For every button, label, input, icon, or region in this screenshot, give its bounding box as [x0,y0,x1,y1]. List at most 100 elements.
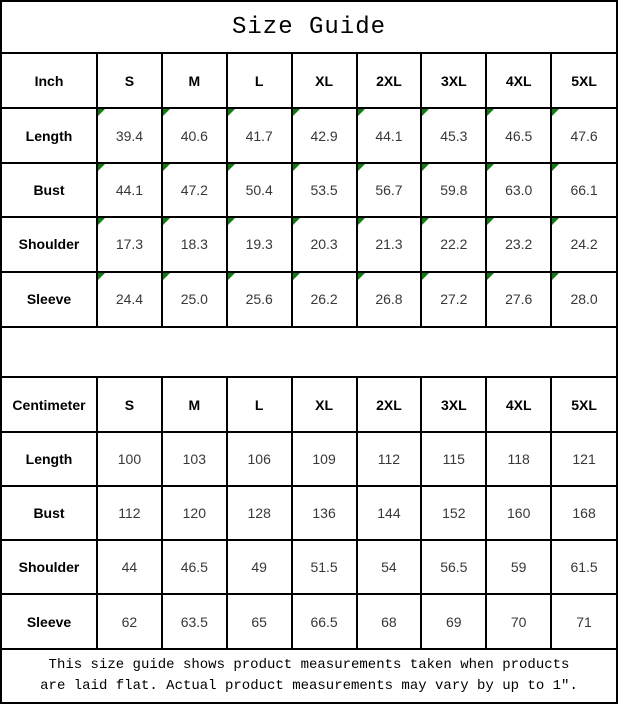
cell-value: 53.5 [310,181,338,198]
green-triangle-icon [357,218,365,226]
measure-value-cell: 44.1 [96,161,163,219]
table-row: Length 100 103 106 109 112 115 118 121 [1,431,617,487]
table-header-row: Inch S M L XL 2XL 3XL 4XL 5XL [1,52,617,110]
green-triangle-icon [227,109,235,117]
measure-value-cell: 24.2 [550,216,617,273]
green-triangle-icon [487,163,495,171]
table-row: Bust 112 120 128 136 144 152 160 168 [1,485,617,541]
green-triangle-icon [162,272,170,280]
cell-value: 40.6 [180,127,208,144]
cell-value: 144 [377,505,401,521]
green-triangle-icon [422,109,430,117]
measure-value-cell: 120 [160,485,228,541]
page-title: Size Guide [2,2,616,54]
cell-value: 42.9 [310,127,338,144]
cell-value: 56.7 [375,181,403,198]
measure-value-cell: 168 [550,485,617,541]
measure-value-cell: 136 [290,485,358,541]
measure-label-cell: Sleeve [1,270,98,328]
footer-note: This size guide shows product measuremen… [2,648,616,702]
measure-value-cell: 23.2 [485,216,553,273]
cell-value: 39.4 [115,127,144,144]
cell-value: 41.7 [245,127,273,144]
green-triangle-icon [227,272,235,280]
footer-line-2: are laid flat. Actual product measuremen… [40,678,578,694]
cell-value: 44 [121,559,138,575]
cell-value: 49 [251,559,267,575]
table-row: Sleeve 24.4 25.0 25.6 26.2 26.8 27.2 27.… [1,270,617,328]
green-triangle-icon [98,109,105,117]
measure-value-cell: 160 [485,485,553,541]
green-triangle-icon [552,218,560,226]
measure-value-cell: 66.1 [550,161,617,219]
measure-value-cell: 59.8 [420,161,488,219]
cell-value: 51.5 [310,559,338,575]
measure-value-cell: 66.5 [290,593,358,649]
green-triangle-icon [552,272,560,280]
green-triangle-icon [227,218,235,226]
cell-value: 26.2 [310,291,338,308]
measure-value-cell: 65 [225,593,293,649]
measure-value-cell: 62 [96,593,163,649]
measure-value-cell: 115 [420,431,488,487]
cell-value: 47.2 [180,181,208,198]
size-header-cell: 3XL [420,377,488,433]
green-triangle-icon [162,109,170,117]
green-triangle-icon [422,272,430,280]
measure-value-cell: 56.5 [420,539,488,595]
cell-value: 69 [446,613,462,630]
inch-table: Inch S M L XL 2XL 3XL 4XL 5XL Length 39.… [1,52,617,328]
cell-value: 59.8 [440,181,468,198]
cell-value: 59 [510,559,527,575]
cell-value: 63.5 [180,613,208,630]
measure-value-cell: 69 [420,593,488,649]
cell-value: 27.2 [440,291,468,308]
measure-value-cell: 27.6 [485,270,553,328]
green-triangle-icon [422,163,430,171]
section-divider [2,326,616,378]
cell-value: 22.2 [440,236,468,253]
measure-value-cell: 103 [160,431,228,487]
cell-value: 18.3 [180,236,208,253]
cell-value: 21.3 [375,236,403,253]
size-header-cell: M [160,377,228,433]
size-header-cell: 4XL [485,377,553,433]
measure-value-cell: 47.2 [160,161,228,219]
measure-value-cell: 53.5 [290,161,358,219]
cell-value: 45.3 [440,127,468,144]
measure-value-cell: 56.7 [355,161,423,219]
measure-value-cell: 68 [355,593,423,649]
measure-value-cell: 24.4 [96,270,163,328]
cell-value: 70 [510,613,527,630]
table-row: Bust 44.1 47.2 50.4 53.5 56.7 59.8 63.0 … [1,161,617,219]
cell-value: 27.6 [505,291,533,308]
cell-value: 121 [572,451,596,467]
table-row: Shoulder 17.3 18.3 19.3 20.3 21.3 22.2 2… [1,216,617,273]
green-triangle-icon [487,218,495,226]
cell-value: 115 [442,451,465,467]
cell-value: 63.0 [505,181,533,198]
cell-value: 66.5 [310,613,338,630]
measure-value-cell: 128 [225,485,293,541]
green-triangle-icon [98,272,105,280]
measure-value-cell: 21.3 [355,216,423,273]
measure-value-cell: 144 [355,485,423,541]
measure-value-cell: 46.5 [160,539,228,595]
measure-label-cell: Shoulder [1,539,98,595]
measure-value-cell: 26.2 [290,270,358,328]
table-header-row: Centimeter S M L XL 2XL 3XL 4XL 5XL [1,377,617,433]
table-row: Length 39.4 40.6 41.7 42.9 44.1 45.3 46.… [1,107,617,164]
measure-value-cell: 25.6 [225,270,293,328]
measure-label-cell: Bust [1,485,98,541]
measure-value-cell: 40.6 [160,107,228,164]
cell-value: 44.1 [375,127,403,144]
measure-label-cell: Sleeve [1,593,98,649]
size-header-cell: 2XL [355,377,423,433]
cell-value: 17.3 [115,236,144,253]
cell-value: 106 [247,451,271,467]
measure-value-cell: 46.5 [485,107,553,164]
measure-value-cell: 63.5 [160,593,228,649]
measure-value-cell: 27.2 [420,270,488,328]
measure-label-cell: Shoulder [1,216,98,273]
